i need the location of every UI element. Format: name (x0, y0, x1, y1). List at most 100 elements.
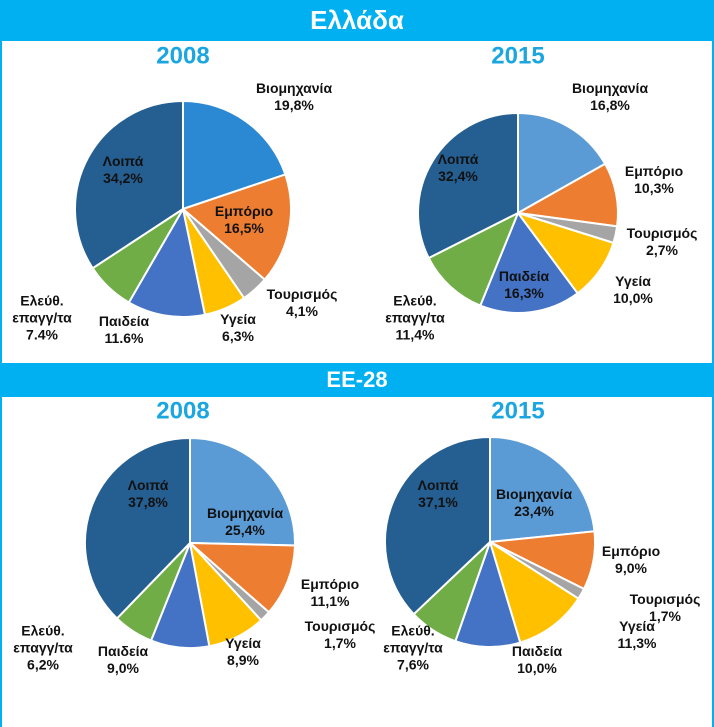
slice-label: Βιομηχανία 19,8% (256, 80, 332, 114)
category-label: Υγεία (619, 618, 655, 634)
slice-label: Παιδεία 11.6% (99, 313, 149, 347)
value-label: 16,3% (504, 285, 544, 301)
category-label: Λοιπά (417, 477, 459, 493)
pie-slice (517, 111, 607, 215)
value-label: 34,2% (103, 170, 143, 186)
category-label: Βιομηχανία (571, 80, 649, 96)
section-title: Ελλάδα (310, 5, 404, 35)
slice-label: Λοιπά 37,1% (418, 477, 459, 511)
value-label: 9,0% (615, 560, 647, 576)
category-label: Βιομηχανία (206, 505, 284, 521)
pie-slice (384, 435, 491, 616)
slice-label: Λοιπά 37,8% (128, 477, 169, 511)
slice-label: Τουρισμός 1,7% (630, 591, 701, 625)
category-label: Βιομηχανία (255, 80, 333, 96)
pie-slice (427, 210, 520, 307)
value-label: 23,4% (514, 503, 554, 519)
slice-label: Υγεία 6,3% (220, 311, 256, 345)
category-label: Τουρισμός (266, 286, 338, 302)
value-label: 10,0% (517, 660, 557, 676)
value-label: 9,0% (107, 660, 139, 676)
value-label: 16,5% (224, 220, 264, 236)
slice-label: Ελεύθ. επαγγ/τα 11,4% (385, 293, 445, 344)
value-label: 4,1% (286, 303, 318, 319)
value-label: 11,4% (395, 326, 435, 343)
slice-label: Εμπόριο 10,3% (625, 163, 683, 197)
category-label: Τουρισμός (629, 591, 701, 607)
category-label: Τουρισμός (626, 225, 698, 241)
slice-label: Ελεύθ. επαγγ/τα 7,6% (383, 623, 443, 674)
value-label: 19,8% (274, 97, 314, 113)
slice-label: Εμπόριο 9,0% (602, 543, 660, 577)
slice-label: Εμπόριο 16,5% (215, 203, 273, 237)
slice-label: Λοιπά 34,2% (103, 153, 144, 187)
value-label: 6,2% (27, 656, 59, 673)
slice-label: Παιδεία 9,0% (98, 643, 148, 677)
category-label: Ελεύθ. επαγγ/τα (13, 622, 73, 656)
section-header-bar (0, 364, 714, 396)
section-title: ΕΕ-28 (326, 367, 387, 392)
slice-label: Λοιπά 32,4% (438, 151, 479, 185)
slice-label: Τουρισμός 2,7% (627, 225, 698, 259)
pie-slice (478, 210, 579, 314)
chart-title: 2008 (156, 397, 209, 424)
section-header-bar (0, 0, 714, 40)
pie-slice (182, 99, 287, 211)
chart-title: 2015 (491, 397, 544, 424)
category-label: Υγεία (220, 311, 256, 327)
category-label: Εμπόριο (214, 203, 274, 219)
pie-slice (74, 99, 184, 270)
slice-label: Παιδεία 10,0% (512, 643, 562, 677)
value-label: 7.4% (26, 326, 58, 343)
value-label: 2,7% (646, 242, 678, 258)
slice-label: Ελεύθ. επαγγ/τα 7.4% (12, 293, 72, 344)
category-label: Λοιπά (102, 153, 144, 169)
value-label: 6,3% (222, 328, 254, 344)
value-label: 8,9% (227, 652, 259, 668)
category-label: Παιδεία (511, 643, 563, 659)
category-label: Παιδεία (498, 268, 550, 284)
pie-slice (488, 539, 580, 644)
value-label: 37,1% (418, 494, 458, 510)
value-label: 37,8% (128, 494, 168, 510)
pie-slice (417, 111, 519, 260)
chart-title: 2008 (156, 42, 209, 69)
category-label: Παιδεία (97, 643, 149, 659)
slice-label: Τουρισμός 4,1% (267, 286, 338, 320)
category-label: Βιομηχανία (495, 486, 573, 502)
category-label: Λοιπά (127, 477, 169, 493)
value-label: 25,4% (225, 522, 265, 538)
value-label: 11,3% (617, 635, 657, 651)
value-label: 11,1% (310, 593, 350, 609)
value-label: 1,7% (324, 635, 356, 651)
value-label: 32,4% (438, 168, 478, 184)
slice-label: Υγεία 8,9% (225, 635, 261, 669)
slice-label: Βιομηχανία 16,8% (572, 80, 648, 114)
slice-label: Βιομηχανία 25,4% (207, 505, 283, 539)
category-label: Εμπόριο (300, 576, 360, 592)
category-label: Υγεία (615, 273, 651, 289)
category-label: Ελεύθ. επαγγ/τα (383, 622, 443, 656)
pie-slice (189, 436, 296, 547)
value-label: 10,3% (634, 180, 674, 196)
value-label: 7,6% (397, 656, 429, 673)
chart-title: 2015 (491, 42, 544, 69)
pie-slice (84, 436, 191, 620)
slice-label: Τουρισμός 1,7% (305, 618, 376, 652)
slice-label: Βιομηχανία 23,4% (496, 486, 572, 520)
pie-slice (187, 541, 296, 614)
value-label: 11.6% (104, 330, 144, 346)
value-label: 10,0% (613, 290, 653, 306)
category-label: Ελεύθ. επαγγ/τα (12, 292, 72, 326)
category-label: Εμπόριο (601, 543, 661, 559)
pie-slice (127, 206, 207, 318)
category-label: Λοιπά (437, 151, 479, 167)
section-frame (0, 395, 714, 727)
pie-slice (181, 173, 292, 281)
category-label: Παιδεία (98, 313, 150, 329)
category-label: Εμπόριο (624, 163, 684, 179)
slice-label: Ελεύθ. επαγγ/τα 6,2% (13, 623, 73, 674)
category-label: Τουρισμός (304, 618, 376, 634)
